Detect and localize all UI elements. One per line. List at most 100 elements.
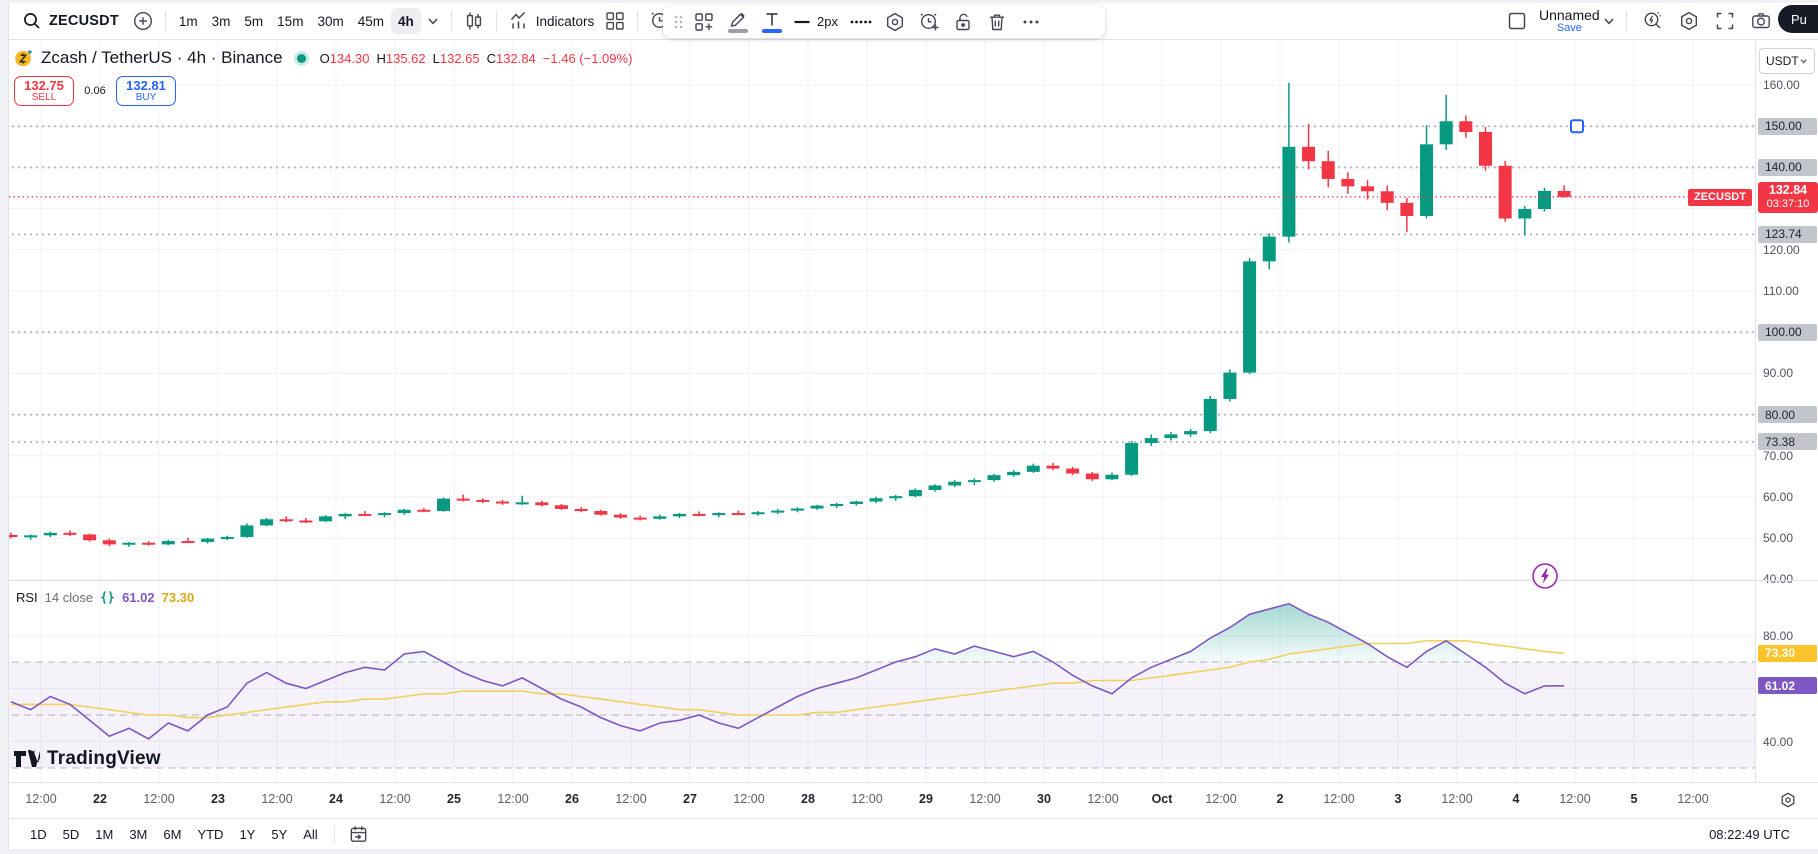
- timeframe-button-15m[interactable]: 15m: [277, 13, 304, 29]
- time-axis-tick: 12:00: [261, 792, 293, 806]
- indicator-templates-icon[interactable]: [599, 7, 631, 35]
- symbol-search-button[interactable]: ZECUSDT: [49, 13, 119, 29]
- delete-drawing-trash-icon[interactable]: [980, 8, 1014, 36]
- time-axis-tick: 12:00: [1323, 792, 1355, 806]
- rsi-title[interactable]: RSI: [16, 590, 38, 605]
- drawing-add-alert-icon[interactable]: [912, 8, 946, 36]
- candle-body: [142, 542, 156, 545]
- fullscreen-icon[interactable]: [1709, 7, 1741, 35]
- pine-source-braces-icon[interactable]: [100, 590, 115, 605]
- drawing-template-icon[interactable]: [878, 8, 912, 36]
- market-status-dot[interactable]: [296, 53, 306, 63]
- time-axis-tick: 12:00: [1205, 792, 1237, 806]
- line-width-value[interactable]: 2px: [817, 14, 838, 29]
- sell-button[interactable]: 132.75 SELL: [14, 76, 74, 106]
- pane-separator[interactable]: [0, 580, 1818, 581]
- timeframe-button-1m[interactable]: 1m: [178, 13, 198, 29]
- timeframe-button-4h[interactable]: 4h: [390, 8, 421, 34]
- watermark-text: TradingView: [47, 748, 161, 769]
- snapshot-camera-icon[interactable]: [1745, 7, 1777, 35]
- candle-body: [338, 513, 352, 517]
- currency-label: USDT: [1766, 54, 1799, 68]
- time-axis-tick: 3: [1394, 792, 1402, 806]
- price-axis-alert-label: 80.00: [1758, 406, 1817, 424]
- tradingview-logo-icon: [14, 750, 40, 767]
- candle-body: [731, 513, 745, 516]
- lock-drawing-icon[interactable]: [946, 8, 980, 36]
- candle-body: [849, 501, 863, 505]
- layout-name[interactable]: Unnamed: [1539, 6, 1600, 23]
- search-icon[interactable]: [17, 7, 47, 35]
- line-style-dotted-icon[interactable]: [844, 8, 878, 36]
- currency-selector[interactable]: USDT: [1759, 48, 1815, 74]
- chart-type-candles-icon[interactable]: [458, 7, 490, 35]
- timeframe-button-5m[interactable]: 5m: [244, 13, 264, 29]
- date-range-group: 1D 5D 1M 3M 6M YTD 1Y 5Y All: [22, 824, 326, 845]
- window-left-edge: [0, 0, 9, 854]
- open-value: 134.30: [329, 50, 370, 66]
- publish-button[interactable]: Pu: [1778, 5, 1818, 33]
- window-bottom-edge: [0, 849, 1818, 854]
- time-axis-tick: 12:00: [969, 792, 1001, 806]
- timeframe-button-30m[interactable]: 30m: [317, 13, 344, 29]
- quick-search-icon[interactable]: [1637, 7, 1669, 35]
- flash-boost-icon[interactable]: [1531, 562, 1559, 590]
- time-axis-tick: 30: [1037, 792, 1051, 806]
- save-button[interactable]: Save: [1556, 21, 1582, 34]
- tradingview-watermark[interactable]: TradingView: [14, 748, 161, 770]
- time-axis-tick: 12:00: [733, 792, 765, 806]
- candle-body: [554, 505, 568, 509]
- go-to-date-icon[interactable]: [343, 820, 374, 848]
- drawing-color-pencil-icon[interactable]: [721, 8, 755, 36]
- timeframe-button-3m[interactable]: 3m: [211, 13, 231, 29]
- price-axis-alert-label: 100.00: [1758, 323, 1817, 341]
- range-button-3m[interactable]: 3M: [129, 826, 148, 842]
- chart-settings-icon[interactable]: [1673, 7, 1705, 35]
- candle-body: [476, 499, 490, 502]
- range-button-6m[interactable]: 6M: [163, 826, 182, 842]
- range-button-5y[interactable]: 5Y: [271, 826, 288, 842]
- layout-select-icon[interactable]: [1501, 7, 1533, 35]
- drawing-anchor-handle[interactable]: [1570, 119, 1584, 134]
- text-color-tool-icon[interactable]: [755, 8, 789, 36]
- compare-add-symbol-icon[interactable]: [127, 7, 159, 35]
- more-options-icon[interactable]: [1014, 8, 1048, 36]
- range-button-ytd[interactable]: YTD: [197, 826, 224, 842]
- price-axis-label: 120.00: [1763, 242, 1800, 257]
- close-label: C: [486, 50, 497, 66]
- price-axis-label: 40.00: [1763, 572, 1794, 587]
- symbol-title[interactable]: Zcash / TetherUS · 4h · Binance: [41, 48, 283, 67]
- candle-body: [1439, 121, 1453, 145]
- add-to-layout-icon[interactable]: [687, 8, 721, 36]
- timeframe-button-45m[interactable]: 45m: [357, 13, 384, 29]
- timeframe-chevron-down-icon[interactable]: [421, 7, 445, 35]
- range-button-1d[interactable]: 1D: [30, 826, 47, 842]
- candle-body: [1066, 468, 1080, 474]
- indicators-button[interactable]: Indicators: [503, 7, 600, 35]
- time-axis-settings-icon[interactable]: [1778, 790, 1798, 810]
- toolbar-drag-handle[interactable]: [669, 8, 687, 36]
- rsi-ma-line: [11, 639, 1565, 719]
- candle-body: [83, 534, 97, 541]
- price-axis[interactable]: USDT 132.84 03:37:10 160.00 150.00 140.00 1…: [1755, 40, 1818, 782]
- range-button-1y[interactable]: 1Y: [239, 826, 256, 842]
- candle-body: [102, 540, 116, 545]
- candle-body: [417, 509, 431, 512]
- buy-button[interactable]: 132.81 BUY: [116, 76, 176, 106]
- bottom-separator: [333, 825, 335, 843]
- price-chart-canvas[interactable]: [0, 0, 1755, 782]
- range-button-all[interactable]: All: [303, 826, 318, 842]
- save-chevron-down-icon[interactable]: [1602, 14, 1616, 28]
- range-button-1m[interactable]: 1M: [95, 826, 114, 842]
- time-axis[interactable]: 12:00 22 12:00 23 12:00 24 12:00 25 12:00 26 12:00…: [0, 782, 1818, 818]
- exchange-clock[interactable]: 08:22:49 UTC: [1709, 826, 1790, 842]
- range-button-5d[interactable]: 5D: [62, 826, 80, 842]
- line-width-icon[interactable]: [789, 8, 815, 36]
- price-axis-label: 50.00: [1763, 531, 1794, 546]
- high-label: H: [376, 50, 386, 66]
- price-axis-label: 110.00: [1763, 284, 1799, 298]
- time-axis-tick: 25: [447, 792, 461, 806]
- save-layout-group[interactable]: Unnamed Save: [1537, 8, 1616, 34]
- rsi-overbought-fill: [11, 603, 1565, 662]
